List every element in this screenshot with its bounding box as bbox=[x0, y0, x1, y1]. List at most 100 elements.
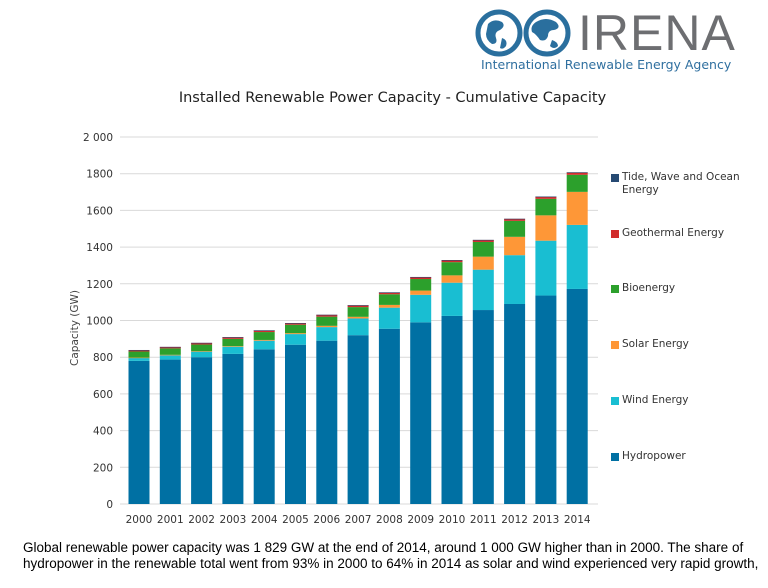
legend-swatch bbox=[611, 285, 619, 293]
y-tick-label: 0 bbox=[106, 499, 113, 511]
bar-segment-geothermal-energy bbox=[472, 239, 494, 242]
bar-segment-tide-wave-and-ocean-energy bbox=[472, 239, 494, 241]
bar-segment-geothermal-energy bbox=[128, 350, 150, 352]
x-tick-label: 2004 bbox=[251, 514, 278, 526]
legend-swatch bbox=[611, 341, 619, 349]
bar-segment-tide-wave-and-ocean-energy bbox=[222, 337, 244, 338]
bar-stack-2012 bbox=[504, 218, 526, 504]
bar-segment-solar-energy bbox=[191, 351, 213, 352]
bar-segment-bioenergy bbox=[566, 174, 588, 192]
bar-segment-wind-energy bbox=[159, 355, 181, 360]
bar-segment-solar-energy bbox=[159, 354, 181, 356]
x-tick-label: 2002 bbox=[188, 514, 215, 526]
stacked-bar-chart: 0 200 400 600 800 1000 1200 1400 1600 1800 2 000 2… bbox=[69, 132, 598, 526]
bar-stack-2007 bbox=[347, 305, 369, 504]
bar-segment-tide-wave-and-ocean-energy bbox=[347, 305, 369, 306]
legend-swatch bbox=[611, 174, 619, 182]
bar-segment-geothermal-energy bbox=[347, 305, 369, 308]
bar-segment-solar-energy bbox=[566, 191, 588, 225]
y-axis-ticks: 0 200 400 600 800 1000 1200 1400 1600 1800 2 000 bbox=[83, 132, 113, 511]
bar-segment-bioenergy bbox=[253, 332, 275, 340]
bar-segment-hydropower bbox=[472, 310, 494, 504]
legend-label: Solar Energy bbox=[622, 338, 689, 350]
bar-segment-solar-energy bbox=[128, 357, 150, 359]
bar-segment-solar-energy bbox=[504, 236, 526, 256]
x-axis-ticks: 2000 2001 2002 2003 2004 2005 2006 2007 2008 2009… bbox=[126, 514, 591, 526]
y-tick-label: 1000 bbox=[86, 316, 113, 328]
globe-infinity-logo-icon bbox=[475, 9, 571, 57]
legend-swatch bbox=[611, 397, 619, 405]
bar-segment-tide-wave-and-ocean-energy bbox=[128, 349, 150, 351]
x-tick-label: 2012 bbox=[501, 514, 528, 526]
bar-stack-2011 bbox=[472, 239, 494, 504]
bar-segment-bioenergy bbox=[222, 338, 244, 347]
bar-segment-hydropower bbox=[566, 288, 588, 504]
bar-stack-2010 bbox=[441, 260, 463, 504]
bar-segment-bioenergy bbox=[285, 324, 306, 334]
bar-segment-solar-energy bbox=[253, 339, 275, 341]
y-tick-label: 800 bbox=[93, 352, 113, 364]
bar-segment-solar-energy bbox=[441, 275, 463, 283]
bar-segment-geothermal-energy bbox=[410, 277, 432, 280]
y-tick-label: 2 000 bbox=[83, 132, 113, 144]
bar-segment-geothermal-energy bbox=[253, 330, 275, 333]
bar-segment-bioenergy bbox=[410, 279, 432, 291]
legend-label: Hydropower bbox=[622, 450, 686, 462]
bar-stack-2000 bbox=[128, 349, 150, 504]
irena-logo bbox=[474, 8, 764, 78]
bar-segment-wind-energy bbox=[535, 240, 557, 296]
bar-segment-bioenergy bbox=[159, 348, 181, 355]
bar-segment-tide-wave-and-ocean-energy bbox=[566, 172, 588, 173]
legend-item: Bioenergy bbox=[611, 282, 747, 295]
bar-segment-bioenergy bbox=[128, 351, 150, 358]
bar-segment-solar-energy bbox=[222, 346, 244, 347]
y-tick-label: 1600 bbox=[86, 205, 113, 217]
legend-item: Tide, Wave and Ocean Energy bbox=[611, 171, 747, 197]
x-tick-label: 2003 bbox=[220, 514, 247, 526]
bar-stack-2013 bbox=[535, 196, 557, 504]
legend-label: Geothermal Energy bbox=[622, 227, 725, 239]
bar-segment-bioenergy bbox=[347, 307, 369, 317]
bar-segment-hydropower bbox=[378, 328, 400, 504]
bar-segment-hydropower bbox=[128, 360, 150, 504]
chart-title: Installed Renewable Power Capacity - Cum… bbox=[178, 90, 607, 106]
logo-wordmark: IRENA bbox=[578, 5, 736, 61]
x-tick-label: 2001 bbox=[157, 514, 184, 526]
bar-stack-2002 bbox=[191, 342, 213, 504]
bar-segment-bioenergy bbox=[316, 316, 338, 326]
x-tick-label: 2006 bbox=[313, 514, 340, 526]
legend-label: Wind Energy bbox=[622, 394, 689, 406]
bar-segment-geothermal-energy bbox=[566, 172, 588, 175]
y-tick-label: 400 bbox=[93, 426, 113, 438]
bar-stack-2004 bbox=[253, 330, 275, 504]
bar-segment-hydropower bbox=[504, 303, 526, 504]
x-tick-label: 2010 bbox=[439, 514, 466, 526]
bar-segment-wind-energy bbox=[347, 318, 369, 336]
x-tick-label: 2008 bbox=[376, 514, 403, 526]
x-tick-label: 2000 bbox=[126, 514, 153, 526]
bar-segment-tide-wave-and-ocean-energy bbox=[441, 260, 463, 261]
bar-segment-hydropower bbox=[535, 295, 557, 504]
bar-segment-geothermal-energy bbox=[535, 196, 557, 199]
bar-segment-wind-energy bbox=[316, 327, 338, 341]
bar-segment-solar-energy bbox=[535, 215, 557, 241]
bar-segment-geothermal-energy bbox=[159, 346, 181, 349]
y-tick-label: 1800 bbox=[86, 169, 113, 181]
x-tick-label: 2007 bbox=[345, 514, 372, 526]
bar-segment-hydropower bbox=[410, 322, 432, 504]
bar-segment-solar-energy bbox=[347, 316, 369, 319]
bar-segment-geothermal-energy bbox=[191, 342, 213, 345]
legend-item: Hydropower bbox=[611, 450, 747, 463]
bar-segment-geothermal-energy bbox=[285, 323, 306, 325]
x-tick-label: 2009 bbox=[407, 514, 434, 526]
bar-segment-geothermal-energy bbox=[378, 292, 400, 295]
bar-segment-solar-energy bbox=[285, 333, 306, 335]
bar-segment-bioenergy bbox=[504, 220, 526, 237]
x-tick-label: 2005 bbox=[282, 514, 309, 526]
x-tick-label: 2011 bbox=[470, 514, 497, 526]
bar-segment-wind-energy bbox=[472, 269, 494, 311]
bar-segment-bioenergy bbox=[472, 241, 494, 257]
bar-segment-hydropower bbox=[222, 353, 244, 504]
bar-segment-tide-wave-and-ocean-energy bbox=[159, 346, 181, 348]
legend-label: Tide, Wave and Ocean Energy bbox=[622, 171, 740, 196]
